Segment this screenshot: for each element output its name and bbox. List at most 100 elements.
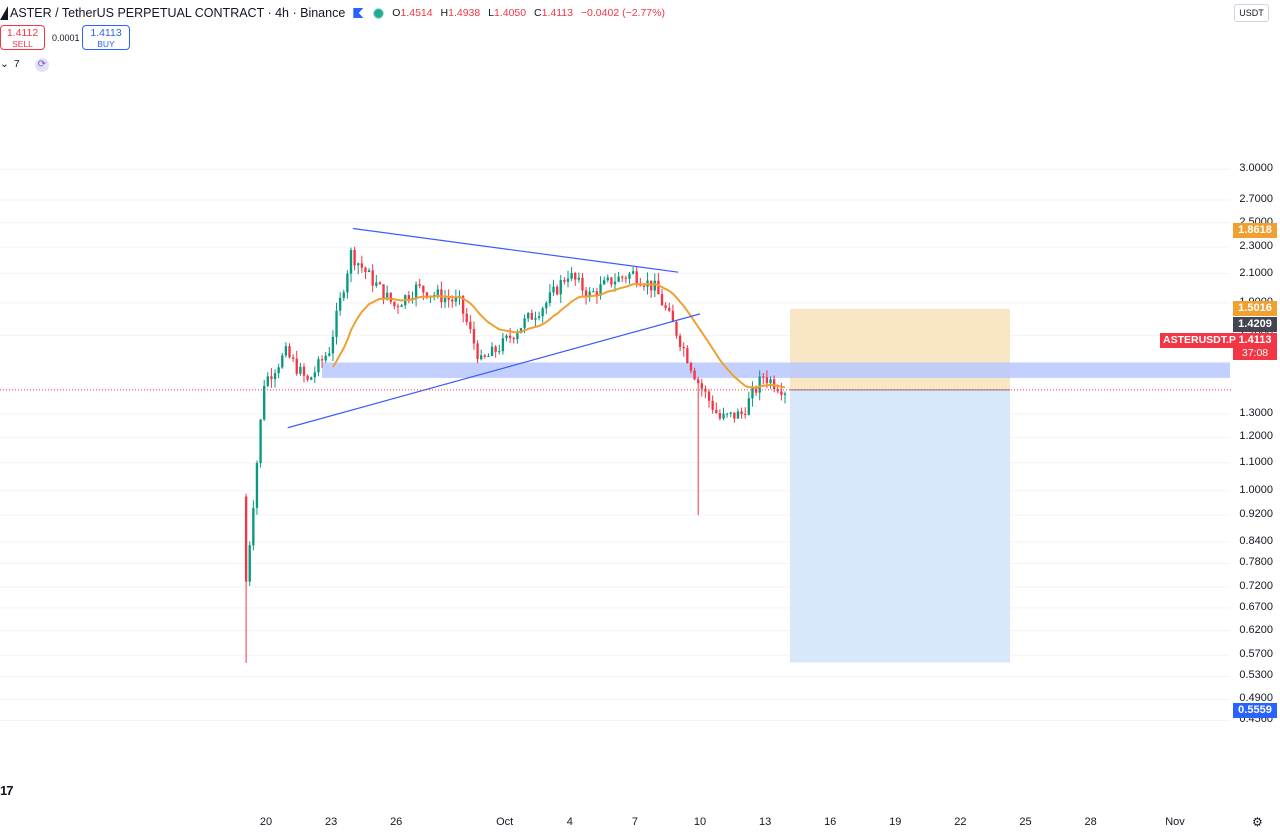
candle-body — [697, 379, 700, 384]
candle-body — [461, 295, 465, 314]
candle-body — [310, 377, 313, 380]
time-tick-label: 16 — [824, 816, 837, 828]
candle-body — [725, 413, 729, 415]
candle-body — [577, 277, 581, 280]
candle-body — [512, 337, 515, 340]
candle-body — [707, 391, 711, 401]
time-tick-label: 23 — [324, 816, 338, 828]
candle-body — [244, 496, 248, 582]
price-tick-label: 0.5300 — [1239, 669, 1273, 682]
flag-icon[interactable] — [353, 8, 364, 18]
price-tick-label: 0.5700 — [1239, 648, 1273, 661]
price-tick-label: 2.1000 — [1239, 266, 1273, 279]
candle-body — [324, 355, 327, 361]
candle-body — [349, 249, 353, 274]
candle-body — [335, 310, 338, 337]
time-tick-label: 20 — [259, 816, 273, 828]
candle-body — [252, 507, 255, 546]
candle-body — [414, 284, 418, 299]
candle-body — [527, 312, 530, 319]
candle-body — [306, 375, 309, 380]
candle-body — [592, 291, 595, 293]
candle-body — [346, 273, 349, 293]
candle-body — [281, 355, 284, 368]
indicator-count: 7 — [13, 58, 20, 70]
sell-button[interactable]: 1.4112 SELL — [0, 25, 45, 50]
zone-price-badge: 1.5016 — [1233, 301, 1277, 316]
candle-body — [490, 346, 494, 356]
time-tick-label: Nov — [1165, 816, 1185, 828]
candle-body — [476, 343, 479, 360]
candle-body — [432, 294, 436, 296]
candle-body — [613, 281, 617, 285]
candle-body — [653, 280, 656, 291]
buy-button[interactable]: 1.4113 BUY — [82, 25, 130, 50]
candle-body — [255, 463, 259, 508]
candle-body — [747, 398, 751, 415]
candle-body — [375, 282, 378, 286]
buy-price: 1.4113 — [90, 27, 122, 39]
candle-body — [642, 285, 646, 287]
candle-body — [548, 292, 552, 303]
refresh-icon[interactable]: ⟳ — [35, 58, 49, 72]
time-tick-label: 13 — [758, 816, 772, 828]
candle-body — [682, 346, 685, 349]
candle-body — [342, 292, 345, 298]
candle-body — [266, 376, 269, 386]
time-tick-label: Oct — [496, 816, 514, 828]
candle-body — [588, 291, 591, 298]
last-price-badge: 1.4113 — [1233, 333, 1277, 348]
candle-body — [407, 295, 411, 300]
candle-body — [762, 376, 765, 378]
candle-body — [328, 353, 331, 356]
candle-body — [270, 376, 273, 380]
price-tick-label: 2.3000 — [1239, 239, 1273, 252]
gear-icon[interactable]: ⚙ — [1252, 815, 1263, 829]
candle-body — [498, 351, 501, 353]
candle-body — [628, 273, 631, 279]
candle-body — [519, 328, 523, 334]
price-tick-label: 0.7800 — [1239, 556, 1273, 569]
candle-body — [758, 376, 761, 393]
stop-price-badge: 0.5559 — [1233, 703, 1277, 718]
candle-body — [436, 289, 439, 295]
candle-body — [389, 292, 392, 302]
price-tick-label: 1.3000 — [1239, 406, 1273, 419]
price-tick-label: 1.2000 — [1239, 430, 1273, 443]
candle-body — [621, 276, 624, 278]
candle-body — [537, 316, 541, 318]
open-value: 1.4514 — [400, 7, 433, 19]
candle-body — [331, 336, 335, 354]
candle-body — [447, 297, 450, 300]
market-status-icon[interactable] — [373, 7, 385, 19]
candle-body — [722, 413, 725, 419]
low-value: 1.4050 — [494, 7, 527, 19]
candle-body — [291, 357, 295, 359]
candle-body — [382, 284, 385, 300]
candle-body — [624, 277, 628, 279]
candle-body — [277, 367, 280, 374]
spread-value: 0.0001 — [52, 33, 80, 43]
indicators-toggle[interactable]: ⌄ 7 — [0, 58, 20, 70]
descending-trendline — [352, 227, 679, 273]
currency-button[interactable]: USDT — [1234, 4, 1269, 22]
candle-body — [606, 277, 609, 281]
candle-body — [693, 370, 696, 380]
tradingview-logo[interactable]: 17 — [0, 783, 14, 798]
candle-body — [733, 412, 736, 419]
candle-body — [320, 359, 324, 361]
candle-body — [494, 346, 497, 352]
ema-line — [332, 283, 786, 389]
candle-body — [472, 329, 476, 344]
candle-body — [425, 292, 429, 298]
candle-body — [501, 338, 505, 352]
resistance-zone — [322, 362, 1230, 378]
chevron-down-icon[interactable]: ⌄ — [0, 58, 9, 70]
symbol-title[interactable]: ASTER / TetherUS PERPETUAL CONTRACT · 4h… — [10, 6, 346, 20]
candle-body — [555, 286, 559, 295]
price-tick-label: 0.6200 — [1239, 623, 1273, 636]
candle-body — [422, 285, 425, 293]
candle-body — [523, 318, 526, 329]
candle-body — [508, 335, 512, 338]
